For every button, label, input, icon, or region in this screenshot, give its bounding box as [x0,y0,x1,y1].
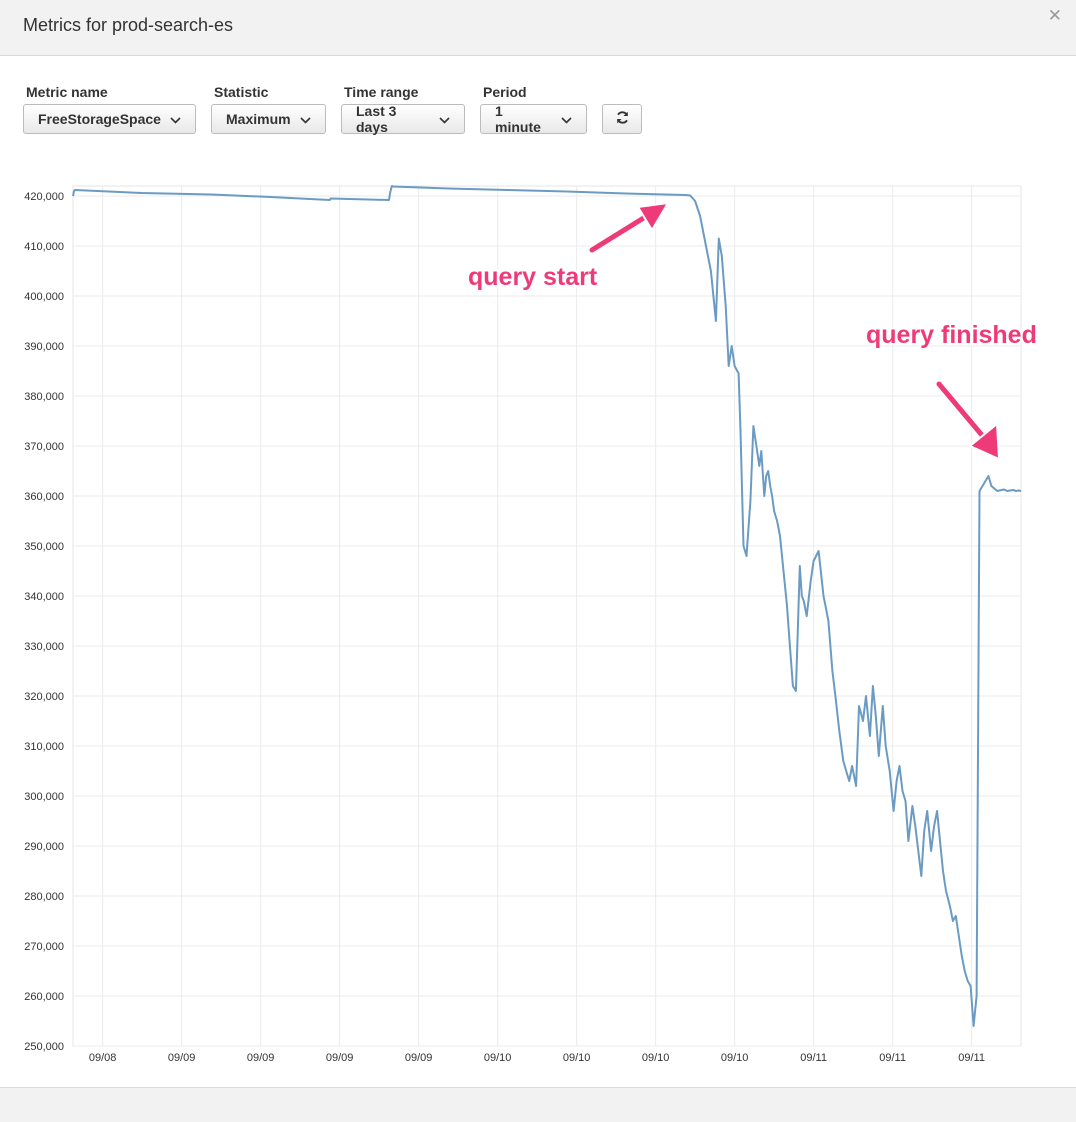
statistic-dropdown[interactable]: Maximum [211,104,326,134]
y-tick-label: 260,000 [24,991,64,1003]
metric-chart: 420,000 410,000 400,000 390,000 380,000 370,0… [24,185,1039,1064]
x-axis-ticks: 09/08 09/09 09/09 09/09 09/09 09/10 09/10 09/10… [89,1052,985,1064]
metric-name-value: FreeStorageSpace [38,111,161,127]
y-tick-label: 250,000 [24,1041,64,1053]
metric-name-label: Metric name [26,84,108,100]
y-tick-label: 410,000 [24,241,64,253]
y-tick-label: 350,000 [24,541,64,553]
y-tick-label: 320,000 [24,691,64,703]
arrow-icon [587,202,669,255]
x-tick-label: 09/10 [642,1052,670,1064]
y-tick-label: 360,000 [24,491,64,503]
refresh-button[interactable] [602,104,642,134]
y-tick-label: 270,000 [24,941,64,953]
x-tick-label: 09/09 [326,1052,354,1064]
modal-header: Metrics for prod-search-es ✕ [0,0,1076,56]
close-icon[interactable]: ✕ [1047,6,1062,25]
y-tick-label: 390,000 [24,341,64,353]
statistic-value: Maximum [226,111,291,127]
y-tick-label: 400,000 [24,291,64,303]
y-tick-label: 300,000 [24,791,64,803]
series-line [72,185,1022,1027]
annotation-query-start: query start [468,263,598,291]
chevron-down-icon [439,111,450,127]
metric-name-dropdown[interactable]: FreeStorageSpace [23,104,196,134]
y-tick-label: 420,000 [24,191,64,203]
x-tick-label: 09/11 [879,1052,906,1064]
modal-footer [0,1087,1076,1122]
chart-grid [72,185,1022,1047]
y-axis-ticks: 420,000 410,000 400,000 390,000 380,000 370,0… [24,191,64,1053]
time-range-value: Last 3 days [356,103,397,135]
y-tick-label: 380,000 [24,391,64,403]
x-tick-label: 09/08 [89,1052,117,1064]
annotation-query-finished: query finished [866,321,1037,349]
period-value: 1 minute [495,103,541,135]
chevron-down-icon [170,111,181,127]
x-tick-label: 09/10 [563,1052,591,1064]
x-tick-label: 09/09 [405,1052,433,1064]
y-tick-label: 310,000 [24,741,64,753]
time-range-label: Time range [344,84,419,100]
modal-title: Metrics for prod-search-es [23,15,234,35]
time-range-dropdown[interactable]: Last 3 days [341,103,465,135]
plot-area [72,185,1022,1047]
y-tick-label: 290,000 [24,841,64,853]
y-tick-label: 280,000 [24,891,64,903]
y-tick-label: 330,000 [24,641,64,653]
period-label: Period [483,84,527,100]
x-tick-label: 09/10 [484,1052,512,1064]
chevron-down-icon [561,111,572,127]
period-dropdown[interactable]: 1 minute [480,103,587,135]
y-tick-label: 370,000 [24,441,64,453]
statistic-label: Statistic [214,84,269,100]
refresh-icon [615,110,630,128]
y-tick-label: 340,000 [24,591,64,603]
x-tick-label: 09/11 [958,1052,985,1064]
x-tick-label: 09/09 [168,1052,196,1064]
arrow-icon [934,379,1000,460]
x-tick-label: 09/09 [247,1052,275,1064]
chevron-down-icon [300,111,311,127]
x-tick-label: 09/10 [721,1052,749,1064]
x-tick-label: 09/11 [800,1052,827,1064]
